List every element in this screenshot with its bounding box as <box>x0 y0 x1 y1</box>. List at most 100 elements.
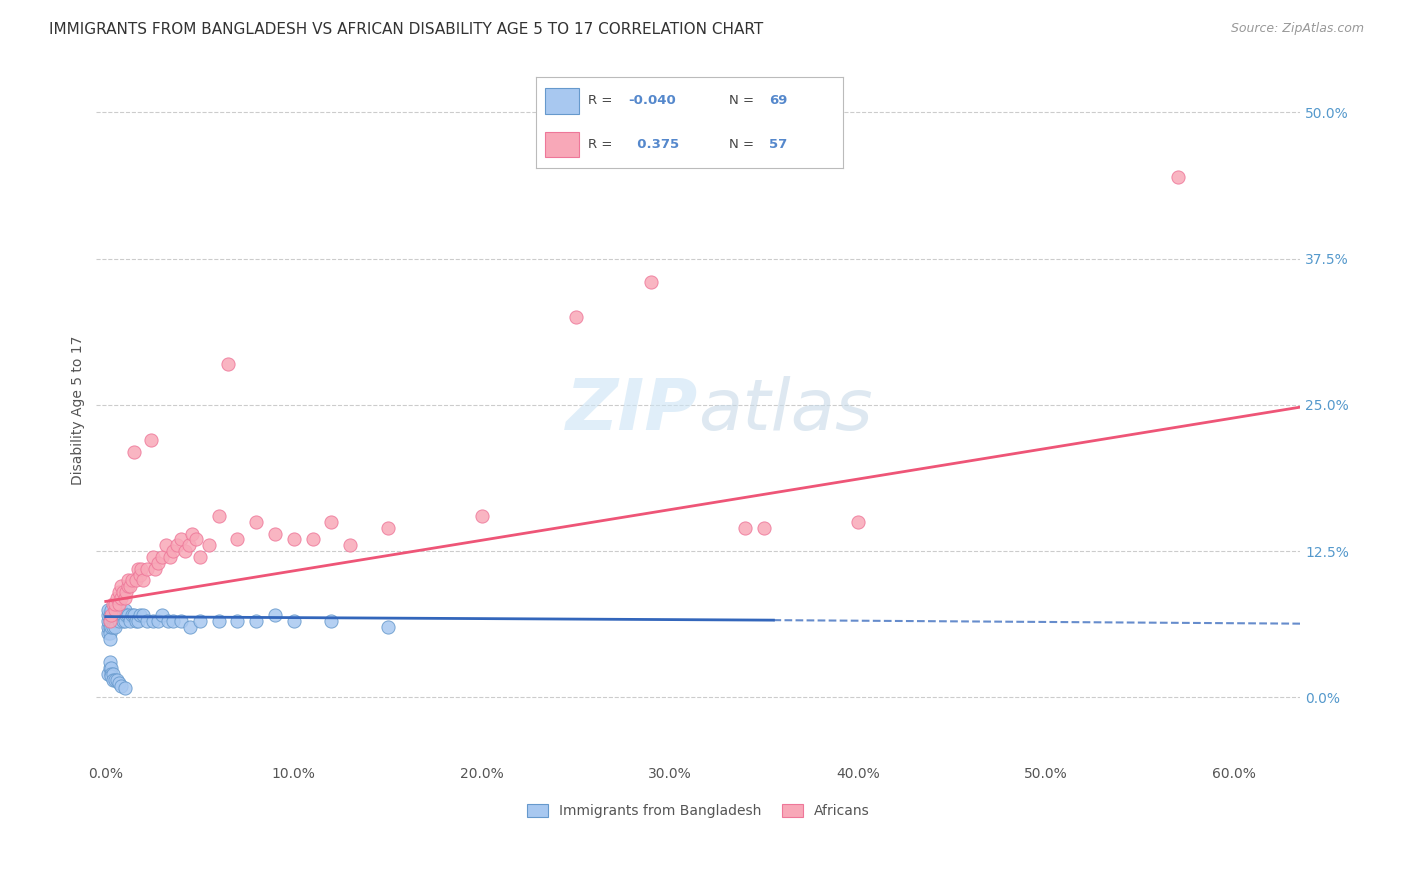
Text: ZIP: ZIP <box>567 376 699 445</box>
Point <box>111 608 134 623</box>
Point <box>179 620 201 634</box>
Point <box>104 608 127 623</box>
Point <box>114 615 136 629</box>
Point <box>162 544 184 558</box>
Point <box>128 608 150 623</box>
Point <box>131 562 153 576</box>
Point <box>339 538 361 552</box>
Point <box>159 549 181 564</box>
Point <box>114 591 136 605</box>
Point <box>245 615 267 629</box>
Point <box>184 533 207 547</box>
Point <box>115 608 138 623</box>
Point <box>115 585 138 599</box>
Point <box>100 608 122 623</box>
Point <box>132 574 155 588</box>
Point <box>132 608 155 623</box>
Point <box>127 615 149 629</box>
Point <box>100 608 122 623</box>
Point <box>188 549 211 564</box>
Point <box>104 602 127 616</box>
Point <box>108 597 131 611</box>
Point <box>120 579 142 593</box>
Point <box>111 585 134 599</box>
Point <box>98 632 121 646</box>
Point <box>155 538 177 552</box>
Point <box>142 615 165 629</box>
Point <box>177 538 200 552</box>
Point <box>117 574 139 588</box>
Point <box>143 562 166 576</box>
Point <box>108 608 131 623</box>
Point <box>283 533 305 547</box>
Point <box>377 521 399 535</box>
Point <box>207 508 229 523</box>
Point <box>100 669 122 683</box>
Point <box>108 615 131 629</box>
Point <box>98 608 121 623</box>
Point <box>752 521 775 535</box>
Point <box>136 562 159 576</box>
Point <box>264 608 287 623</box>
Point <box>127 562 149 576</box>
Point <box>98 620 121 634</box>
Point <box>104 597 127 611</box>
Point <box>173 544 195 558</box>
Point <box>100 602 122 616</box>
Point <box>217 357 239 371</box>
Point <box>121 608 143 623</box>
Point <box>114 602 136 616</box>
Point <box>103 620 125 634</box>
Point <box>640 275 662 289</box>
Point <box>97 626 120 640</box>
Point <box>110 602 132 616</box>
Point <box>170 615 193 629</box>
Point <box>105 602 128 616</box>
Point <box>198 538 221 552</box>
Point <box>100 620 122 634</box>
Point <box>125 574 148 588</box>
Point <box>104 597 127 611</box>
Point <box>734 521 756 535</box>
Point <box>301 533 323 547</box>
Point <box>98 626 121 640</box>
Point <box>111 615 134 629</box>
Point <box>150 608 173 623</box>
Point <box>181 526 204 541</box>
Point <box>162 615 184 629</box>
Point <box>97 602 120 616</box>
Point <box>108 585 131 599</box>
Point <box>103 667 125 681</box>
Point <box>321 515 343 529</box>
Point <box>565 310 588 324</box>
Point <box>117 608 139 623</box>
Point <box>283 615 305 629</box>
Point <box>103 673 125 687</box>
Point <box>97 667 120 681</box>
Point <box>98 615 121 629</box>
Point <box>226 615 249 629</box>
Point <box>104 615 127 629</box>
Point <box>110 608 132 623</box>
Point <box>139 433 162 447</box>
Point <box>245 515 267 529</box>
Point <box>166 538 188 552</box>
Legend: Immigrants from Bangladesh, Africans: Immigrants from Bangladesh, Africans <box>520 797 876 825</box>
Text: Source: ZipAtlas.com: Source: ZipAtlas.com <box>1230 22 1364 36</box>
Point <box>98 655 121 669</box>
Point <box>120 615 142 629</box>
Point <box>114 681 136 695</box>
Point <box>110 591 132 605</box>
Text: atlas: atlas <box>699 376 873 445</box>
Point <box>122 608 145 623</box>
Point <box>105 591 128 605</box>
Point <box>105 673 128 687</box>
Point <box>170 533 193 547</box>
Point <box>110 679 132 693</box>
Point <box>108 676 131 690</box>
Point <box>97 608 120 623</box>
Point <box>264 526 287 541</box>
Point <box>110 579 132 593</box>
Point <box>97 615 120 629</box>
Point <box>150 549 173 564</box>
